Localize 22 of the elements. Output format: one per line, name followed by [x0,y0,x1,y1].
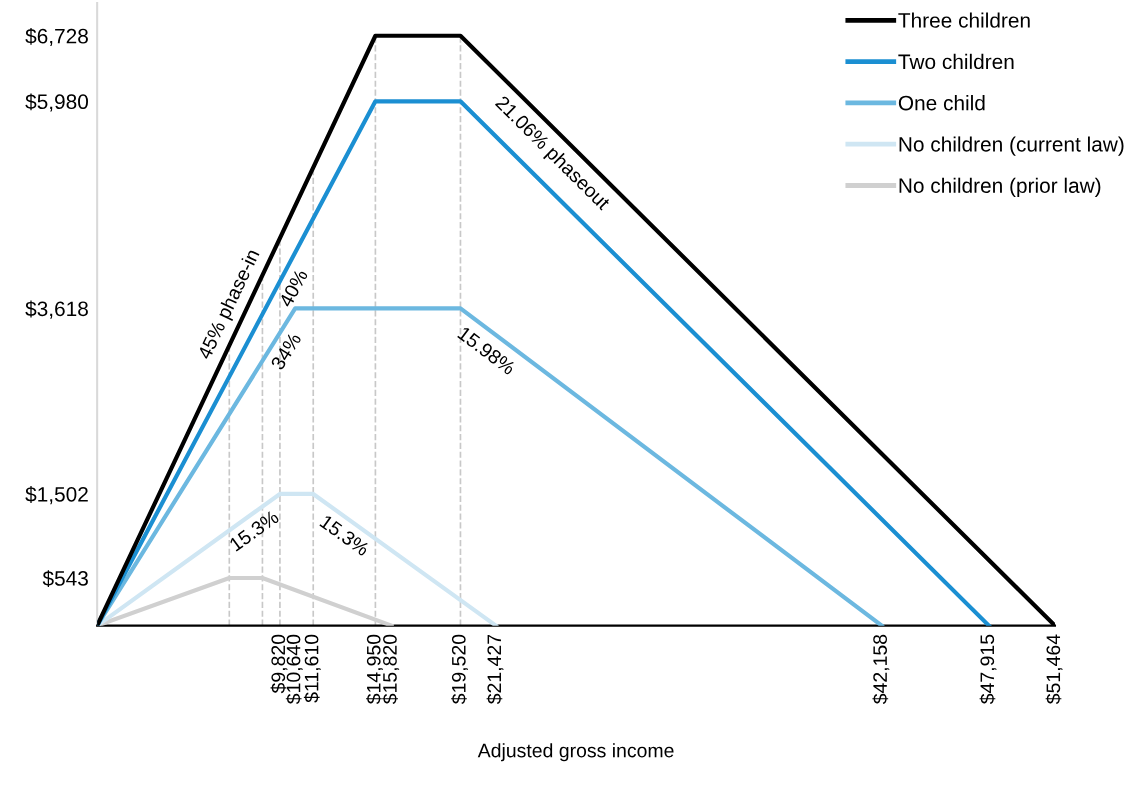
y-tick-label: $3,618 [25,300,88,319]
legend-label: One child [898,95,985,111]
x-tick-label: $14,950 [366,634,383,705]
legend-label: Two children [898,53,1014,70]
annotation: 40% [278,268,309,309]
y-tick-label: $543 [42,570,88,588]
x-tick-label: $10,640 [285,634,303,705]
x-axis-title: Adjusted gross income [477,743,674,762]
y-tick-label: $6,728 [25,27,88,46]
x-tick-label: $9,820 [270,634,288,694]
y-tick-label: $1,502 [25,486,88,505]
x-tick-label: $21,427 [486,634,504,705]
legend-label: Three children [898,12,1030,28]
legend-label: No children (current law) [899,136,1124,156]
x-tick-label: $42,158 [872,634,890,705]
x-tick-label: $19,520 [451,634,468,705]
y-tick-label: $5,980 [25,93,89,112]
legend-label: No children (prior law) [899,177,1101,198]
x-tick-label: $11,610 [303,634,321,703]
x-tick-label: $51,464 [1045,634,1063,705]
x-tick-label: $15,820 [382,634,400,705]
x-tick-label: $47,915 [979,634,997,705]
